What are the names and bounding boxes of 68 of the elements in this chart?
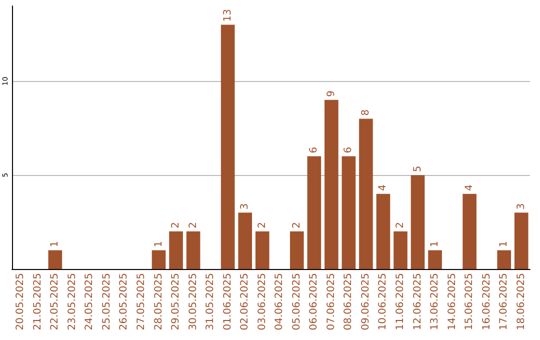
x-tick-label: 05.06.2025 <box>291 273 302 330</box>
data-label: 6 <box>308 146 320 154</box>
bar <box>497 250 512 269</box>
data-label: 13 <box>222 9 234 22</box>
bar <box>255 231 270 269</box>
x-tick-label: 03.06.2025 <box>256 273 268 330</box>
data-label: 4 <box>464 184 476 191</box>
data-label: 2 <box>395 222 406 228</box>
bar <box>48 250 62 269</box>
data-label: 6 <box>343 146 354 154</box>
x-tick-label: 12.06.2025 <box>412 273 424 330</box>
x-tick-label: 16.06.2025 <box>481 273 492 330</box>
data-label: 2 <box>188 222 199 228</box>
x-tick-label: 09.06.2025 <box>360 273 372 330</box>
data-label: 1 <box>430 240 441 248</box>
x-tick-label: 26.05.2025 <box>118 273 130 330</box>
x-tick-label: 30.05.2025 <box>188 273 199 330</box>
data-label: 1 <box>153 240 164 248</box>
data-label: 9 <box>326 90 337 97</box>
x-tick-label: 20.05.2025 <box>15 273 26 330</box>
bar <box>428 250 442 269</box>
data-label: 8 <box>360 109 372 116</box>
data-label: 4 <box>378 184 389 191</box>
data-label: 2 <box>291 222 302 228</box>
bar <box>152 250 166 269</box>
x-tick-label: 28.05.2025 <box>153 273 164 330</box>
x-tick-label: 21.05.2025 <box>32 273 44 330</box>
x-tick-label: 06.06.2025 <box>308 273 320 330</box>
bar <box>462 194 476 269</box>
data-label: 2 <box>256 222 268 228</box>
x-tick-label: 15.06.2025 <box>464 273 476 330</box>
x-tick-label: 27.05.2025 <box>136 273 147 330</box>
data-label: 3 <box>516 203 527 210</box>
x-tick-label: 08.06.2025 <box>343 273 354 330</box>
bar <box>376 194 390 269</box>
bar <box>307 156 322 269</box>
x-tick-label: 22.05.2025 <box>50 273 61 330</box>
bar <box>394 231 408 269</box>
data-label: 2 <box>170 222 182 228</box>
x-tick-label: 01.06.2025 <box>222 273 234 330</box>
bar <box>324 100 338 269</box>
x-tick-label: 31.05.2025 <box>205 273 216 330</box>
bar <box>238 212 252 269</box>
bar <box>186 231 200 269</box>
bar <box>220 24 235 269</box>
x-tick-label: 23.05.2025 <box>66 273 78 330</box>
bar <box>342 156 356 269</box>
x-tick-label: 25.05.2025 <box>101 273 112 330</box>
bar <box>514 212 528 269</box>
x-tick-label: 10.06.2025 <box>378 273 389 330</box>
x-tick-label: 24.05.2025 <box>84 273 96 330</box>
bar <box>169 231 183 269</box>
x-tick-label: 13.06.2025 <box>430 273 441 330</box>
x-tick-label: 18.06.2025 <box>516 273 527 330</box>
x-tick-label: 04.06.2025 <box>274 273 286 330</box>
data-label: 3 <box>240 203 251 210</box>
bar <box>410 175 425 269</box>
bar <box>359 118 373 269</box>
data-label: 1 <box>50 240 61 248</box>
x-tick-label: 29.05.2025 <box>170 273 182 330</box>
data-label: 5 <box>412 166 424 172</box>
bar <box>290 231 304 269</box>
data-label: 1 <box>498 240 510 248</box>
x-tick-label: 11.06.2025 <box>395 273 406 330</box>
x-tick-label: 07.06.2025 <box>326 273 337 330</box>
x-tick-label: 17.06.2025 <box>498 273 510 330</box>
x-tick-label: 02.06.2025 <box>240 273 251 330</box>
x-tick-label: 14.06.2025 <box>446 273 458 330</box>
